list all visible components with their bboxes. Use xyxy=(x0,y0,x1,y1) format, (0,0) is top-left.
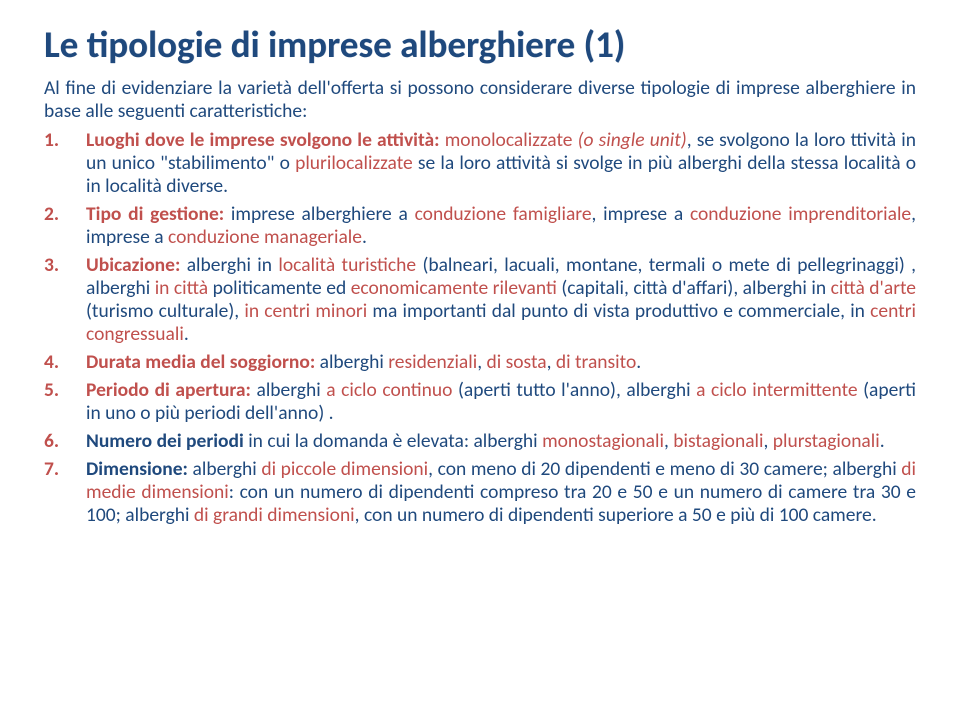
item-lead: Numero dei periodi xyxy=(86,429,244,453)
list-item: Numero dei periodi in cui la domanda è e… xyxy=(44,430,916,453)
item-segment: a ciclo continuo xyxy=(326,378,458,402)
item-segment: imprese alberghiere a xyxy=(224,202,414,226)
item-segment: bistagionali xyxy=(673,429,763,453)
item-segment: a ciclo intermittente xyxy=(696,378,863,402)
list-item: Durata media del soggiorno: alberghi res… xyxy=(44,351,916,374)
item-segment: di transito xyxy=(556,350,636,374)
list-item: Luoghi dove le imprese svolgono le attiv… xyxy=(44,129,916,198)
list-item: Dimensione: alberghi di piccole dimensio… xyxy=(44,458,916,527)
item-segment: in cui la domanda è elevata: alberghi xyxy=(244,429,542,453)
item-segment: in città xyxy=(155,276,208,300)
item-segment: in centri minori xyxy=(244,299,372,323)
item-segment: (aperti tutto l'anno), alberghi xyxy=(458,378,696,402)
item-segment: ma importanti dal punto di vista produtt… xyxy=(372,299,870,323)
item-segment: , con un numero di dipendenti superiore … xyxy=(355,503,877,527)
item-segment: . xyxy=(880,429,885,453)
item-segment: , xyxy=(664,429,673,453)
item-segment: conduzione manageriale xyxy=(168,225,362,249)
item-segment: (o single unit) xyxy=(578,128,687,152)
item-segment: alberghi xyxy=(251,378,326,402)
item-segment: residenziali xyxy=(388,350,477,374)
item-segment: conduzione famigliare xyxy=(415,202,592,226)
slide-list: Luoghi dove le imprese svolgono le attiv… xyxy=(44,129,916,527)
item-segment: di piccole dimensioni xyxy=(261,457,428,481)
item-segment: . xyxy=(184,322,189,346)
item-lead: Periodo di apertura: xyxy=(86,378,251,402)
item-lead: Durata media del soggiorno: xyxy=(86,350,315,374)
list-item: Ubicazione: alberghi in località turisti… xyxy=(44,254,916,346)
item-segment: , imprese a xyxy=(592,202,690,226)
item-segment: alberghi in xyxy=(180,253,278,277)
item-lead: Tipo di gestione: xyxy=(86,202,224,226)
item-segment: economicamente rilevanti xyxy=(351,276,562,300)
item-lead: Dimensione: xyxy=(86,457,188,481)
item-segment: (turismo culturale), xyxy=(86,299,244,323)
slide-intro: Al fine di evidenziare la varietà dell'o… xyxy=(44,77,916,123)
list-item: Periodo di apertura: alberghi a ciclo co… xyxy=(44,379,916,425)
item-segment: . xyxy=(636,350,641,374)
item-segment: di grandi dimensioni xyxy=(194,503,355,527)
item-segment: città d'arte xyxy=(831,276,916,300)
item-segment: politicamente ed xyxy=(208,276,351,300)
item-segment: monolocalizzate xyxy=(440,128,578,152)
item-segment: , xyxy=(764,429,773,453)
item-segment: plurstagionali xyxy=(773,429,880,453)
item-segment: plurilocalizzate xyxy=(295,151,413,175)
item-lead: Ubicazione: xyxy=(86,253,180,277)
item-lead: Luoghi dove le imprese svolgono le attiv… xyxy=(86,128,440,152)
item-segment: , xyxy=(477,350,486,374)
list-item: Tipo di gestione: imprese alberghiere a … xyxy=(44,203,916,249)
item-segment: (capitali, città d'affari), alberghi in xyxy=(561,276,830,300)
item-segment: di sosta xyxy=(487,350,547,374)
item-segment: località turistiche xyxy=(278,253,422,277)
item-segment: . xyxy=(362,225,367,249)
item-segment: , xyxy=(547,350,556,374)
item-segment: monostagionali xyxy=(542,429,664,453)
item-segment: alberghi xyxy=(315,350,388,374)
slide-title: Le tipologie di imprese alberghiere (1) xyxy=(44,22,916,67)
item-segment: , con meno di 20 dipendenti e meno di 30… xyxy=(428,457,901,481)
item-segment: alberghi xyxy=(188,457,261,481)
item-segment: conduzione imprenditoriale xyxy=(690,202,911,226)
